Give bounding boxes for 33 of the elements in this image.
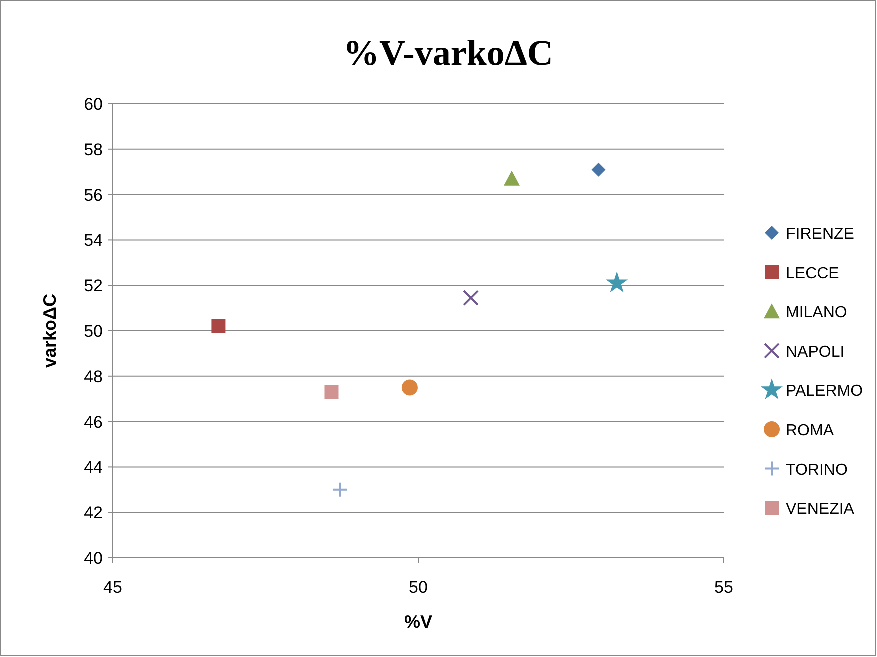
- point: [212, 319, 226, 334]
- x-tick-label: 55: [714, 578, 734, 597]
- point: [504, 170, 520, 186]
- point: [402, 380, 418, 396]
- y-tick-label: 52: [84, 276, 103, 296]
- y-tick-label: 54: [84, 231, 103, 250]
- point: [332, 482, 348, 498]
- legend-label: VENEZIA: [786, 501, 855, 518]
- legend-label: PALERMO: [786, 383, 864, 400]
- x-tick-label: 50: [409, 578, 428, 597]
- legend-label: TORINO: [786, 462, 848, 479]
- y-tick-label: 58: [84, 140, 103, 160]
- chart-title: %V-varkoΔC: [344, 33, 554, 73]
- point: [324, 385, 339, 400]
- y-tick-label: 42: [84, 504, 103, 523]
- legend-label: FIRENZE: [786, 226, 854, 243]
- y-tick-label: 56: [84, 186, 103, 205]
- y-tick-label: 60: [84, 95, 103, 114]
- legend-label: MILANO: [786, 304, 848, 322]
- y-axis-title: varkoΔC: [40, 294, 60, 368]
- y-tick-label: 46: [84, 412, 103, 432]
- point: [592, 162, 606, 177]
- y-tick-label: 44: [84, 458, 103, 478]
- y-tick-label: 50: [84, 322, 103, 341]
- legend-label: LECCE: [786, 265, 840, 282]
- y-tick-label: 40: [84, 549, 103, 568]
- x-tick-label: 45: [104, 578, 122, 597]
- y-tick-label: 48: [84, 367, 103, 386]
- legend-label: ROMA: [786, 422, 834, 440]
- point: [463, 290, 480, 306]
- legend-label: NAPOLI: [786, 344, 845, 361]
- x-axis-title: %V: [404, 612, 433, 632]
- point: [606, 272, 628, 293]
